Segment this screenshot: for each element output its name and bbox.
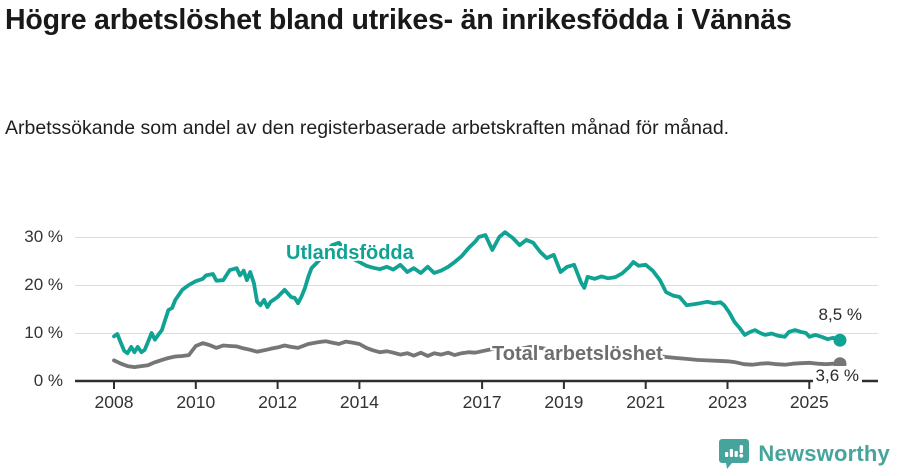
chart-title: Högre arbetslöshet bland utrikes- än inr… — [5, 4, 792, 36]
x-tick-label: 2012 — [258, 392, 298, 412]
x-tick-label: 2008 — [94, 392, 134, 412]
x-tick-label: 2010 — [176, 392, 216, 412]
newsworthy-logo: Newsworthy — [718, 438, 890, 469]
x-tick-label: 2014 — [339, 392, 379, 412]
y-tick-label: 0 % — [33, 371, 63, 390]
end-value-utlandsfodda: 8,5 % — [818, 305, 862, 324]
x-tick-label: 2017 — [462, 392, 502, 412]
x-tick-label: 2025 — [789, 392, 829, 412]
end-value-total: 3,6 % — [812, 366, 862, 386]
x-tick-label: 2019 — [544, 392, 584, 412]
series-label-utlandsfodda: Utlandsfödda — [286, 242, 414, 264]
y-tick-label: 10 % — [24, 323, 63, 342]
x-tick-label: 2021 — [626, 392, 666, 412]
gridline-10 — [75, 333, 878, 334]
series-endpoint-dot — [833, 333, 847, 347]
gridline-20 — [75, 285, 878, 286]
x-tick-label: 2023 — [708, 392, 747, 412]
y-tick-label: 30 % — [24, 227, 63, 246]
newsworthy-brand-text: Newsworthy — [758, 440, 890, 466]
chart-subtitle: Arbetssökande som andel av den registerb… — [5, 117, 730, 139]
series-line-utlandsf-dda — [112, 230, 842, 356]
series-line-total-arbetsl-shet — [112, 339, 842, 370]
y-tick-label: 20 % — [24, 275, 63, 294]
newsworthy-chart-bubble-icon — [719, 439, 750, 469]
series-label-total-arbetsloshet: Total arbetslöshet — [492, 343, 663, 365]
